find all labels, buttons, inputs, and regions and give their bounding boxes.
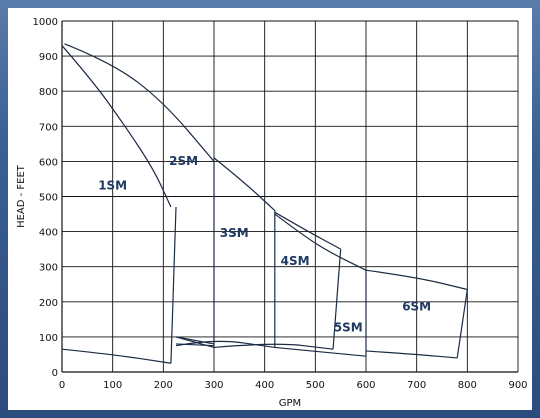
x-tick-label: 0 — [59, 380, 65, 391]
y-axis-label: HEAD - FEET — [16, 164, 27, 228]
region-labels: 1SM 2SM 3SM 4SM 5SM 6SM — [98, 154, 431, 335]
x-tick-label: 900 — [508, 380, 527, 391]
x-tick-label: 800 — [458, 380, 477, 391]
y-tick-label: 700 — [39, 122, 58, 133]
x-tick-label: 300 — [204, 380, 223, 391]
x-tick-label: 100 — [103, 380, 122, 391]
y-tick-label: 1000 — [33, 17, 58, 28]
region-label-5sm: 5SM — [334, 321, 363, 335]
grid — [61, 20, 519, 373]
region-label-3sm: 3SM — [220, 226, 249, 240]
x-tick-label: 200 — [154, 380, 173, 391]
y-tick-label: 200 — [39, 298, 58, 309]
min-curve-6sm — [365, 350, 458, 359]
region-label-4sm: 4SM — [281, 254, 310, 268]
max-curve-6sm — [365, 269, 468, 291]
tick-labels: 0 100 200 300 400 500 600 700 800 900 0 100 200 300 40… — [33, 17, 528, 391]
y-tick-label: 800 — [39, 87, 58, 98]
chart-panel: 0 100 200 300 400 500 600 700 800 900 0 100 200 300 40… — [8, 8, 532, 410]
right-edge-4sm — [332, 249, 342, 350]
y-tick-label: 500 — [39, 193, 58, 204]
region-label-6sm: 6SM — [402, 300, 431, 314]
max-curve-1sm — [61, 45, 172, 208]
min-curve-1sm — [61, 348, 172, 364]
x-tick-label: 500 — [306, 380, 325, 391]
right-edge-1sm — [170, 207, 177, 364]
y-tick-label: 300 — [39, 263, 58, 274]
y-tick-label: 0 — [52, 368, 58, 379]
region-label-1sm: 1SM — [98, 178, 127, 192]
x-tick-label: 700 — [407, 380, 426, 391]
curve-line — [175, 343, 215, 347]
min-curve-5sm — [274, 346, 367, 357]
right-edge-6sm — [456, 289, 468, 359]
max-curve-3sm — [213, 157, 276, 211]
y-tick-label: 600 — [39, 157, 58, 168]
pump-performance-chart: 0 100 200 300 400 500 600 700 800 900 0 100 200 300 40… — [16, 17, 528, 409]
min-curve-4sm — [213, 343, 334, 350]
x-tick-label: 400 — [255, 380, 274, 391]
performance-curves — [61, 43, 468, 364]
x-tick-label: 600 — [356, 380, 375, 391]
max-curve-2sm — [64, 43, 215, 162]
region-label-2sm: 2SM — [169, 154, 198, 168]
y-tick-label: 400 — [39, 228, 58, 239]
max-curve-5sm — [274, 213, 367, 271]
x-axis-label: GPM — [279, 398, 301, 409]
y-tick-label: 100 — [39, 333, 58, 344]
y-tick-label: 900 — [39, 52, 58, 63]
curve-line — [175, 336, 215, 345]
max-curve-4sm — [274, 211, 341, 250]
